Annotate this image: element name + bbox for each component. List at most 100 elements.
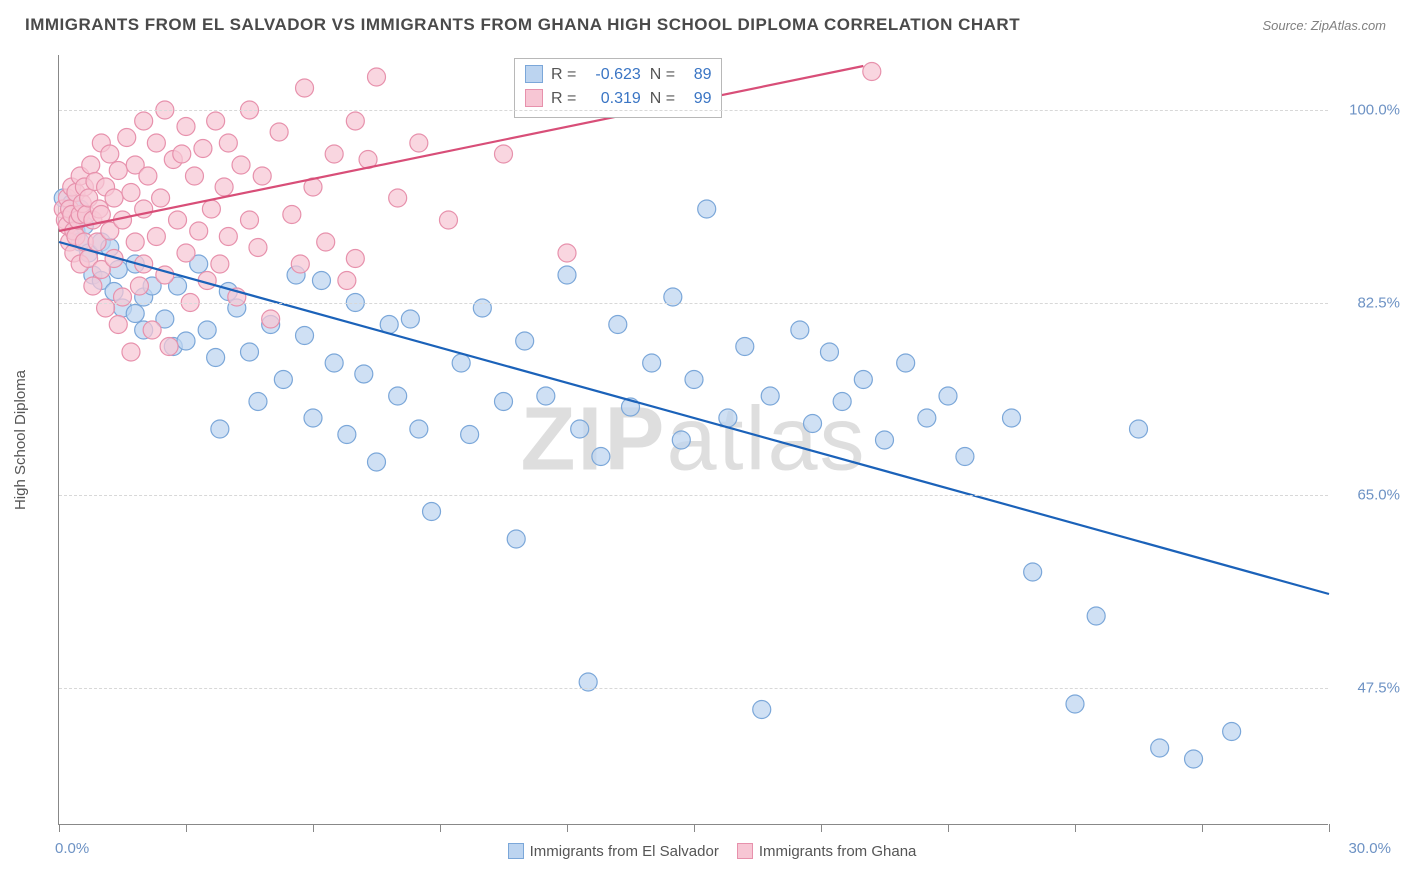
data-point (719, 409, 737, 427)
data-point (338, 272, 356, 290)
data-point (241, 211, 259, 229)
data-point (215, 178, 233, 196)
data-point (143, 321, 161, 339)
data-point (854, 371, 872, 389)
data-point (207, 349, 225, 367)
data-point (118, 129, 136, 147)
plot-area: ZIPatlas R = -0.623 N = 89R = 0.319 N = … (58, 55, 1328, 825)
x-tick (1075, 824, 1076, 832)
x-tick (694, 824, 695, 832)
stat-n-value: 99 (679, 87, 711, 111)
data-point (368, 68, 386, 86)
data-point (1003, 409, 1021, 427)
x-tick (186, 824, 187, 832)
data-point (516, 332, 534, 350)
data-point (820, 343, 838, 361)
legend-label: Immigrants from Ghana (759, 843, 917, 860)
gridline (59, 495, 1328, 496)
data-point (736, 338, 754, 356)
data-point (147, 228, 165, 246)
data-point (507, 530, 525, 548)
stats-box: R = -0.623 N = 89R = 0.319 N = 99 (514, 58, 722, 118)
x-tick (1202, 824, 1203, 832)
stats-row: R = 0.319 N = 99 (525, 87, 711, 111)
data-point (126, 305, 144, 323)
legend-swatch (508, 843, 524, 859)
data-point (122, 184, 140, 202)
data-point (270, 123, 288, 141)
data-point (283, 206, 301, 224)
data-point (147, 134, 165, 152)
data-point (1151, 739, 1169, 757)
regression-line (59, 242, 1329, 594)
data-point (312, 272, 330, 290)
data-point (672, 431, 690, 449)
data-point (296, 327, 314, 345)
data-point (346, 250, 364, 268)
data-point (160, 338, 178, 356)
data-point (177, 244, 195, 262)
data-point (439, 211, 457, 229)
data-point (291, 255, 309, 273)
gridline (59, 688, 1328, 689)
data-point (791, 321, 809, 339)
data-point (105, 189, 123, 207)
data-point (152, 189, 170, 207)
gridline (59, 110, 1328, 111)
data-point (126, 233, 144, 251)
data-point (368, 453, 386, 471)
data-point (698, 200, 716, 218)
data-point (495, 393, 513, 411)
x-tick (313, 824, 314, 832)
data-point (249, 239, 267, 257)
data-point (249, 393, 267, 411)
data-point (1066, 695, 1084, 713)
data-point (389, 387, 407, 405)
data-point (262, 310, 280, 328)
data-point (897, 354, 915, 372)
data-point (495, 145, 513, 163)
data-point (918, 409, 936, 427)
data-point (876, 431, 894, 449)
scatter-svg (59, 55, 1328, 824)
data-point (207, 112, 225, 130)
y-tick-label: 100.0% (1340, 102, 1400, 119)
stat-n-label: N = (650, 90, 680, 107)
data-point (410, 420, 428, 438)
data-point (232, 156, 250, 174)
data-point (956, 448, 974, 466)
data-point (82, 156, 100, 174)
x-tick (1329, 824, 1330, 832)
data-point (185, 167, 203, 185)
data-point (84, 277, 102, 295)
legend-label: Immigrants from El Salvador (530, 843, 719, 860)
data-point (211, 255, 229, 273)
data-point (296, 79, 314, 97)
data-point (317, 233, 335, 251)
x-tick (948, 824, 949, 832)
stat-r-value: -0.623 (581, 63, 641, 87)
data-point (1223, 723, 1241, 741)
data-point (401, 310, 419, 328)
data-point (211, 420, 229, 438)
data-point (804, 415, 822, 433)
data-point (423, 503, 441, 521)
legend-swatch (737, 843, 753, 859)
data-point (643, 354, 661, 372)
data-point (139, 167, 157, 185)
data-point (1024, 563, 1042, 581)
y-tick-label: 82.5% (1340, 294, 1400, 311)
data-point (173, 145, 191, 163)
data-point (253, 167, 271, 185)
data-point (109, 162, 127, 180)
data-point (177, 332, 195, 350)
data-point (452, 354, 470, 372)
data-point (109, 316, 127, 334)
y-tick-label: 65.0% (1340, 487, 1400, 504)
data-point (355, 365, 373, 383)
stat-r-label: R = (551, 66, 581, 83)
legend-swatch (525, 89, 543, 107)
data-point (304, 409, 322, 427)
y-tick-label: 47.5% (1340, 679, 1400, 696)
source-credit: Source: ZipAtlas.com (1262, 18, 1386, 33)
